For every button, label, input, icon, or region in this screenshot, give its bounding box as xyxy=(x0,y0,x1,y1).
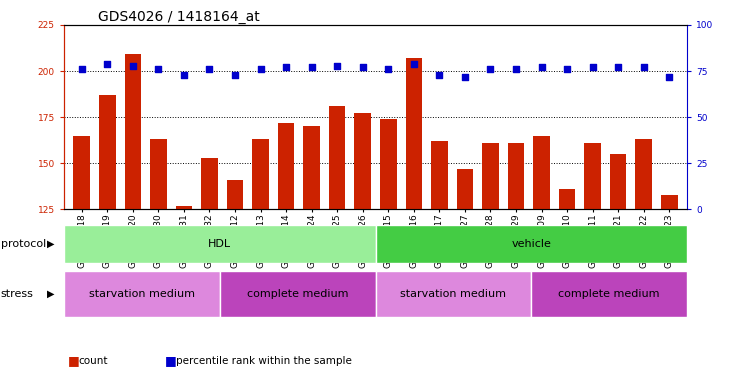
Text: protocol: protocol xyxy=(1,239,46,249)
Bar xyxy=(252,139,269,209)
Bar xyxy=(376,271,532,317)
Text: ■: ■ xyxy=(68,354,80,367)
Text: ■: ■ xyxy=(165,354,177,367)
Point xyxy=(331,63,343,69)
Point xyxy=(510,66,522,72)
Bar xyxy=(482,143,499,209)
Bar xyxy=(532,271,687,317)
Bar xyxy=(584,143,601,209)
Point xyxy=(101,61,113,67)
Text: vehicle: vehicle xyxy=(511,239,551,249)
Bar xyxy=(99,95,116,209)
Point xyxy=(280,64,292,70)
Bar xyxy=(176,205,192,209)
Bar xyxy=(661,195,677,209)
Bar xyxy=(380,119,397,209)
Text: GDS4026 / 1418164_at: GDS4026 / 1418164_at xyxy=(98,10,259,23)
Point xyxy=(76,66,88,72)
Bar xyxy=(303,126,320,209)
Point xyxy=(535,64,547,70)
Bar xyxy=(457,169,473,209)
Point xyxy=(357,64,369,70)
Text: ▶: ▶ xyxy=(47,239,54,249)
Bar xyxy=(431,141,448,209)
Point xyxy=(638,64,650,70)
Text: complete medium: complete medium xyxy=(559,289,660,299)
Point xyxy=(306,64,318,70)
Bar xyxy=(201,158,218,209)
Point xyxy=(433,72,445,78)
Text: ▶: ▶ xyxy=(47,289,54,299)
Bar xyxy=(278,122,294,209)
Bar xyxy=(354,113,371,209)
Bar xyxy=(610,154,626,209)
Bar xyxy=(64,271,220,317)
Text: percentile rank within the sample: percentile rank within the sample xyxy=(176,356,352,366)
Bar xyxy=(533,136,550,209)
Bar xyxy=(376,225,687,263)
Bar xyxy=(559,189,575,209)
Bar xyxy=(220,271,376,317)
Point xyxy=(152,66,164,72)
Point xyxy=(255,66,267,72)
Text: stress: stress xyxy=(1,289,34,299)
Bar xyxy=(227,180,243,209)
Bar xyxy=(74,136,90,209)
Point xyxy=(459,73,471,79)
Bar xyxy=(329,106,345,209)
Text: HDL: HDL xyxy=(208,239,231,249)
Point xyxy=(663,73,675,79)
Point xyxy=(484,66,496,72)
Point xyxy=(127,63,139,69)
Text: starvation medium: starvation medium xyxy=(400,289,506,299)
Bar xyxy=(125,55,141,209)
Point xyxy=(178,72,190,78)
Text: starvation medium: starvation medium xyxy=(89,289,195,299)
Bar xyxy=(508,143,524,209)
Bar xyxy=(406,58,422,209)
Point xyxy=(204,66,216,72)
Text: count: count xyxy=(79,356,108,366)
Bar xyxy=(64,225,376,263)
Point xyxy=(408,61,420,67)
Point xyxy=(382,66,394,72)
Bar xyxy=(635,139,652,209)
Point xyxy=(587,64,599,70)
Text: complete medium: complete medium xyxy=(247,289,348,299)
Bar xyxy=(150,139,167,209)
Point xyxy=(229,72,241,78)
Point xyxy=(612,64,624,70)
Point xyxy=(561,66,573,72)
